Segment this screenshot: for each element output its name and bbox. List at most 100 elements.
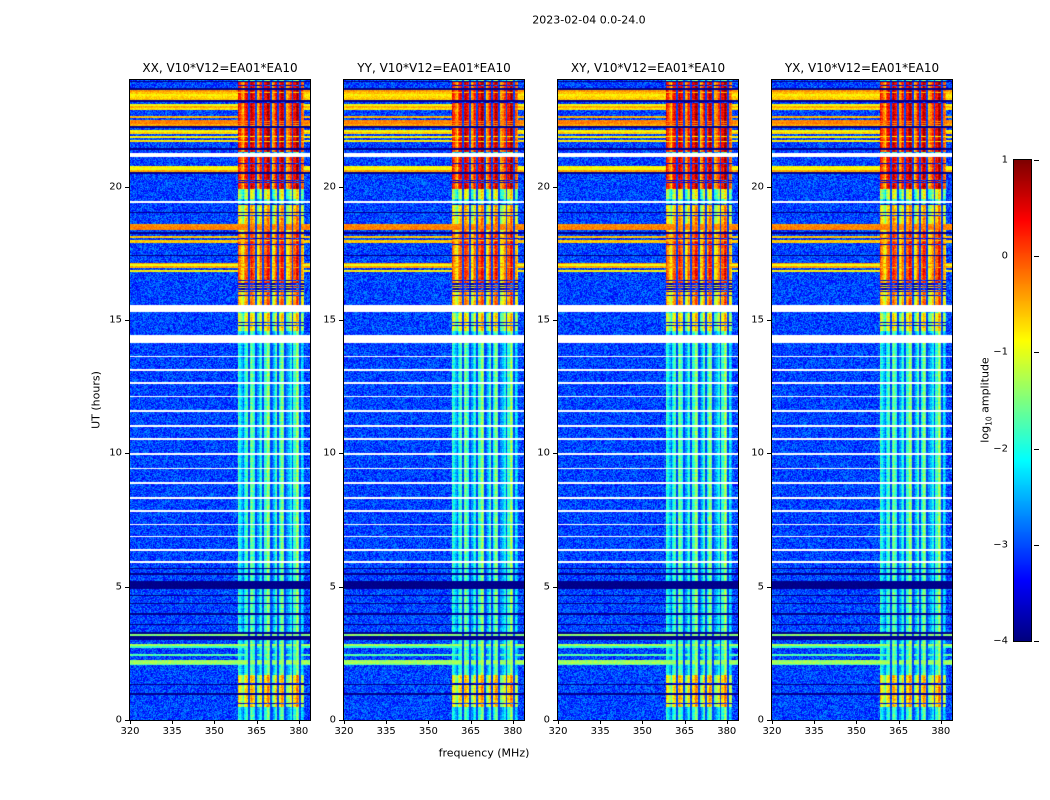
y-tick-label: 10: [537, 447, 550, 459]
x-tick-mark: [470, 720, 472, 724]
x-tick-label: 365: [889, 726, 909, 737]
x-tick-label: 320: [120, 726, 140, 737]
colorbar-tick-label: −1: [993, 346, 1008, 358]
colorbar-tick-mark: [1034, 160, 1039, 161]
y-tick-label: 5: [329, 581, 336, 593]
y-tick-label: 15: [751, 314, 764, 326]
x-tick-label: 350: [204, 726, 224, 737]
x-tick-label: 380: [289, 726, 309, 737]
x-tick-label: 320: [548, 726, 568, 737]
y-tick-mark: [553, 186, 558, 188]
spectrogram-xy-canvas: [558, 80, 738, 720]
panel-title-xx: XX, V10*V12=EA01*EA10: [142, 61, 298, 75]
y-tick-label: 5: [757, 581, 764, 593]
colorbar-gradient: [1014, 160, 1031, 641]
y-tick-label: 20: [109, 181, 122, 193]
y-tick-label: 20: [323, 181, 336, 193]
panel-xx: XX, V10*V12=EA01*EA10 320 335 350 365 380 0 5 10…: [109, 61, 311, 737]
colorbar-tick-label: 1: [1001, 154, 1008, 166]
y-tick-label: 10: [109, 447, 122, 459]
y-tick-label: 10: [751, 447, 764, 459]
x-tick-mark: [940, 720, 942, 724]
y-tick-label: 0: [757, 714, 764, 726]
panel-yx: YX, V10*V12=EA01*EA10 320 335 350 365 380 0 5 10…: [751, 61, 953, 737]
x-tick-label: 350: [418, 726, 438, 737]
x-tick-mark: [684, 720, 686, 724]
y-tick-mark: [339, 320, 344, 321]
y-tick-label: 0: [115, 714, 122, 726]
y-tick-mark: [767, 320, 772, 321]
colorbar-tick-mark: [1034, 352, 1039, 353]
y-tick-mark: [125, 186, 130, 188]
panel-yy: YY, V10*V12=EA01*EA10 320 335 350 365 380 0 5 10…: [323, 61, 525, 737]
y-tick-label: 15: [109, 314, 122, 326]
y-tick-mark: [125, 720, 130, 721]
x-tick-label: 365: [461, 726, 481, 737]
y-tick-mark: [339, 453, 344, 455]
x-tick-mark: [298, 720, 300, 724]
colorbar-tick-label: −3: [993, 539, 1008, 551]
x-tick-mark: [558, 720, 559, 724]
y-axis-label: UT (hours): [89, 371, 103, 429]
x-tick-mark: [512, 720, 514, 724]
x-tick-mark: [130, 720, 131, 724]
colorbar-tick-label: −2: [993, 443, 1008, 455]
x-tick-label: 380: [931, 726, 951, 737]
y-tick-mark: [553, 320, 558, 321]
spectrogram-yy-canvas: [344, 80, 524, 720]
x-tick-mark: [898, 720, 900, 724]
x-tick-mark: [856, 720, 858, 724]
figure-title: 2023-02-04 0.0-24.0: [532, 13, 646, 27]
y-tick-label: 15: [323, 314, 336, 326]
colorbar-label-subscript: 10: [984, 416, 994, 426]
y-tick-mark: [767, 453, 772, 455]
x-tick-label: 335: [804, 726, 824, 737]
x-tick-label: 335: [590, 726, 610, 737]
y-tick-label: 20: [751, 181, 764, 193]
colorbar-label-suffix: amplitude: [978, 357, 992, 417]
y-tick-label: 15: [537, 314, 550, 326]
x-tick-label: 350: [846, 726, 866, 737]
x-tick-mark: [172, 720, 174, 724]
colorbar-tick-mark: [1034, 545, 1039, 546]
x-tick-mark: [386, 720, 388, 724]
x-tick-label: 365: [675, 726, 695, 737]
x-tick-label: 380: [717, 726, 737, 737]
y-tick-mark: [339, 586, 344, 588]
y-tick-mark: [553, 586, 558, 588]
y-tick-label: 10: [323, 447, 336, 459]
x-tick-label: 320: [334, 726, 354, 737]
x-tick-mark: [814, 720, 816, 724]
x-tick-mark: [344, 720, 345, 724]
x-tick-mark: [772, 720, 773, 724]
y-tick-mark: [553, 720, 558, 721]
y-tick-mark: [125, 453, 130, 455]
x-tick-mark: [642, 720, 644, 724]
y-tick-label: 20: [537, 181, 550, 193]
colorbar-tick-mark: [1034, 449, 1039, 450]
x-tick-label: 350: [632, 726, 652, 737]
x-tick-mark: [428, 720, 430, 724]
x-tick-mark: [256, 720, 258, 724]
y-tick-mark: [125, 320, 130, 321]
y-tick-mark: [339, 186, 344, 188]
spectrogram-xx-canvas: [130, 80, 310, 720]
y-tick-mark: [767, 186, 772, 188]
x-tick-label: 380: [503, 726, 523, 737]
y-tick-mark: [125, 586, 130, 588]
y-tick-mark: [339, 720, 344, 721]
colorbar: 1 0 −1 −2 −3 −4: [993, 155, 1039, 647]
x-tick-mark: [726, 720, 728, 724]
colorbar-tick-mark: [1034, 641, 1039, 642]
y-tick-label: 5: [115, 581, 122, 593]
panel-title-yx: YX, V10*V12=EA01*EA10: [784, 61, 940, 75]
y-tick-mark: [767, 586, 772, 588]
x-tick-mark: [214, 720, 216, 724]
x-tick-mark: [600, 720, 602, 724]
colorbar-tick-mark: [1034, 256, 1039, 257]
y-tick-mark: [553, 453, 558, 455]
colorbar-tick-label: −4: [993, 635, 1008, 647]
colorbar-label: log10 amplitude: [978, 357, 993, 442]
panel-xy: XY, V10*V12=EA01*EA10 320 335 350 365 380 0 5 10…: [537, 61, 739, 737]
